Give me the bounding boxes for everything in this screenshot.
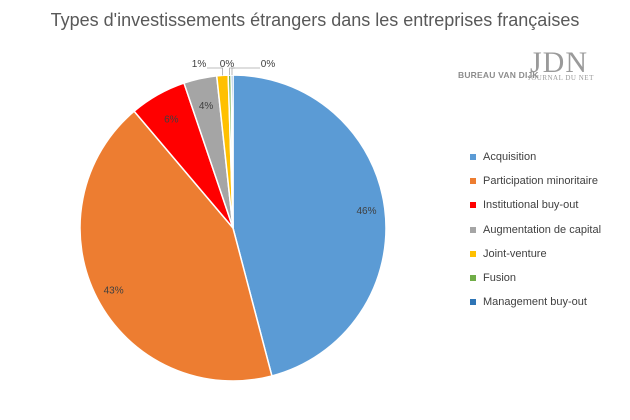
legend-label-management-buy-out: Management buy-out xyxy=(483,296,587,309)
data-label-fusion: 0% xyxy=(220,59,235,70)
legend-label-augmentation-de-capital: Augmentation de capital xyxy=(483,223,602,236)
chart-title: Types d'investissements étrangers dans l… xyxy=(50,10,580,30)
legend-item-participation-minoritaire: Participation minoritaire xyxy=(470,169,601,193)
legend-swatch-augmentation-de-capital xyxy=(470,226,476,233)
data-label-participation-minoritaire: 43% xyxy=(104,286,124,297)
legend-swatch-institutional-buy-out xyxy=(470,202,476,209)
data-label-acquisition: 46% xyxy=(356,206,376,217)
legend-item-acquisition: Acquisition xyxy=(470,145,601,169)
legend-swatch-acquisition xyxy=(470,154,476,161)
legend-label-participation-minoritaire: Participation minoritaire xyxy=(483,175,598,188)
data-label-institutional-buy-out: 6% xyxy=(164,114,179,125)
jdn-logo-subtitle: JOURNAL DU NET xyxy=(528,74,594,82)
legend-item-joint-venture: Joint-venture xyxy=(470,242,601,266)
legend-item-fusion: Fusion xyxy=(470,266,601,290)
pie-slice-acquisition xyxy=(232,74,387,377)
pie-slice-management-buy-out xyxy=(230,74,234,229)
source-logo: BUREAU VAN DIJK JDN JOURNAL DU NET xyxy=(458,48,628,88)
bureau-van-dijk-logo: BUREAU VAN DIJK xyxy=(458,70,539,80)
data-label-management-buy-out: 0% xyxy=(261,59,276,70)
legend-swatch-fusion xyxy=(470,275,476,282)
data-label-joint-venture: 1% xyxy=(192,59,207,70)
legend-label-institutional-buy-out: Institutional buy-out xyxy=(483,199,579,212)
legend-swatch-joint-venture xyxy=(470,250,476,257)
legend-swatch-management-buy-out xyxy=(470,299,476,306)
legend-item-management-buy-out: Management buy-out xyxy=(470,290,601,314)
legend-item-institutional-buy-out: Institutional buy-out xyxy=(470,193,601,217)
data-label-augmentation-de-capital: 4% xyxy=(199,101,214,112)
leader-line-joint-venture xyxy=(207,67,223,76)
jdn-logo: JDN xyxy=(530,46,589,79)
legend-label-joint-venture: Joint-venture xyxy=(483,247,547,260)
legend-swatch-participation-minoritaire xyxy=(470,178,476,185)
legend-label-acquisition: Acquisition xyxy=(483,151,537,164)
leader-line-management-buy-out xyxy=(231,67,260,75)
pie-slice-participation-minoritaire xyxy=(79,110,273,382)
legend-item-augmentation-de-capital: Augmentation de capital xyxy=(470,218,601,242)
chart-legend: Acquisition Participation minoritaire Inst… xyxy=(470,145,601,314)
legend-label-fusion: Fusion xyxy=(483,272,517,285)
